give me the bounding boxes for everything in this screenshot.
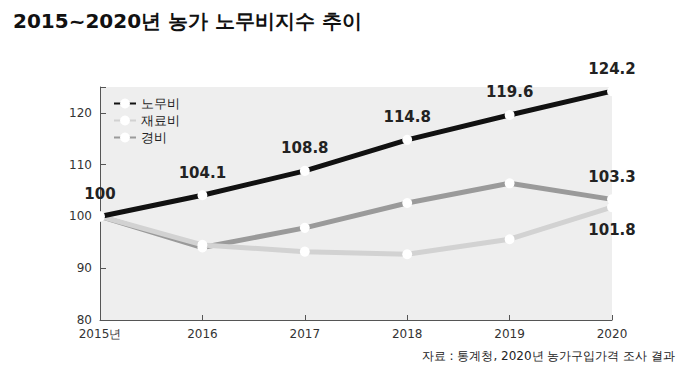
svg-text:90: 90 — [77, 261, 92, 275]
svg-text:2019: 2019 — [494, 327, 525, 341]
svg-text:103.3: 103.3 — [588, 168, 635, 186]
svg-text:120: 120 — [69, 106, 92, 120]
svg-text:2015년: 2015년 — [79, 327, 122, 341]
svg-text:100: 100 — [84, 185, 115, 203]
svg-text:경비: 경비 — [141, 130, 167, 145]
svg-text:119.6: 119.6 — [486, 83, 533, 101]
svg-text:2017: 2017 — [290, 327, 321, 341]
svg-text:2016: 2016 — [187, 327, 218, 341]
svg-text:2018: 2018 — [392, 327, 423, 341]
svg-text:2020: 2020 — [597, 327, 628, 341]
svg-text:80: 80 — [77, 313, 92, 327]
svg-text:124.2: 124.2 — [588, 60, 635, 78]
svg-text:110: 110 — [69, 158, 92, 172]
svg-text:108.8: 108.8 — [281, 139, 328, 157]
svg-text:100: 100 — [69, 209, 92, 223]
svg-text:101.8: 101.8 — [588, 221, 635, 239]
svg-text:자료 : 통계청, 2020년 농가구입가격 조사 결과: 자료 : 통계청, 2020년 농가구입가격 조사 결과 — [422, 349, 675, 363]
svg-text:노무비: 노무비 — [141, 96, 180, 111]
svg-text:114.8: 114.8 — [383, 108, 430, 126]
svg-text:재료비: 재료비 — [141, 113, 180, 128]
svg-text:2015~2020년 농가 노무비지수 추이: 2015~2020년 농가 노무비지수 추이 — [13, 9, 362, 33]
svg-text:104.1: 104.1 — [179, 164, 226, 182]
